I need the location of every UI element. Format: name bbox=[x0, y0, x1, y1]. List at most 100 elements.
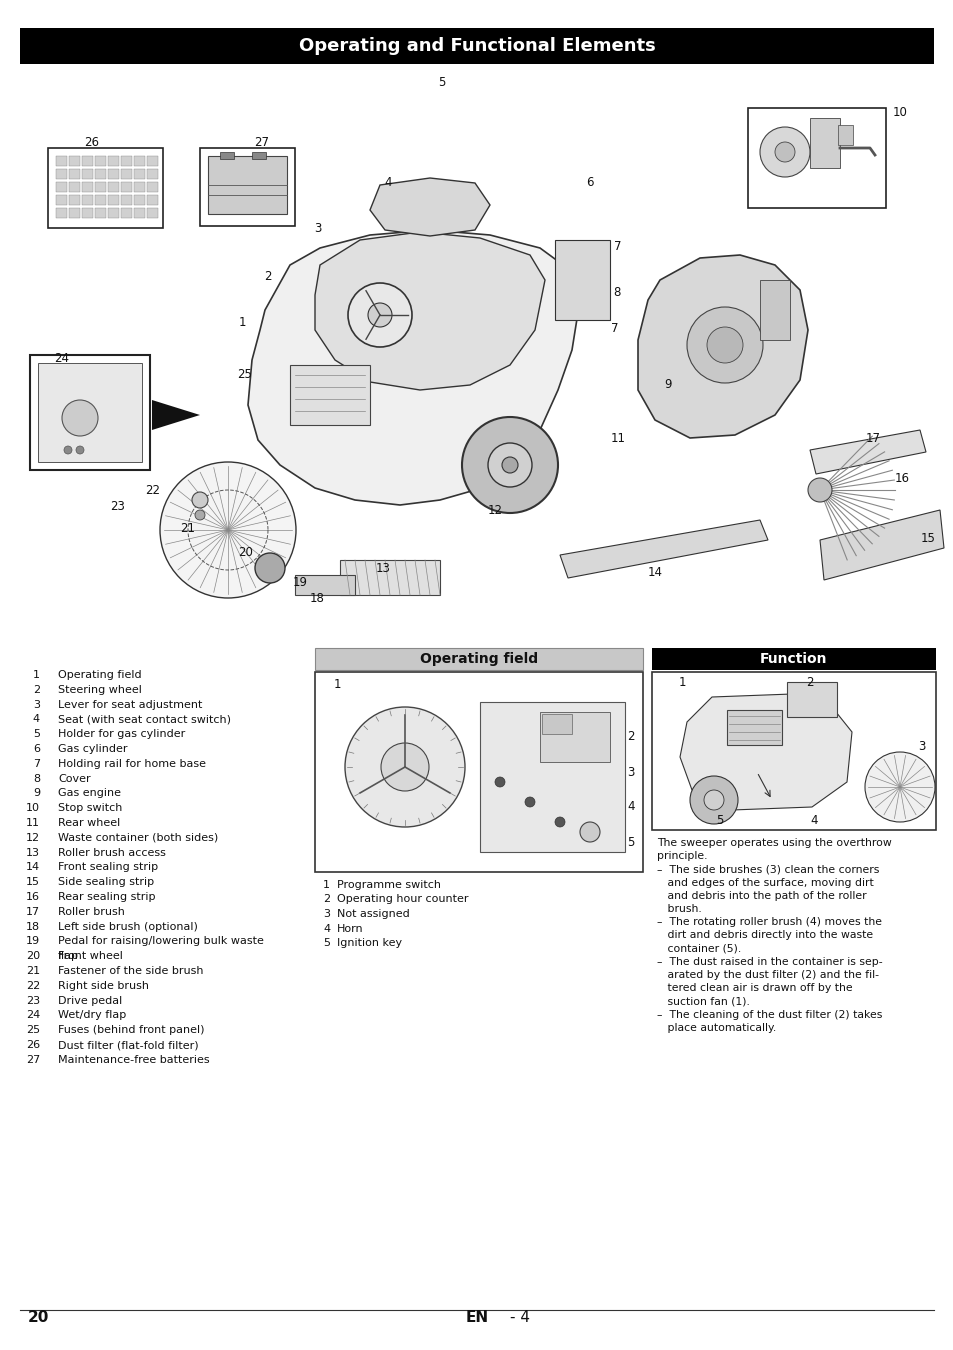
Text: 26: 26 bbox=[26, 1040, 40, 1050]
Bar bbox=[314, 672, 642, 872]
Text: Stop switch: Stop switch bbox=[58, 803, 122, 813]
Bar bbox=[555, 240, 609, 320]
Circle shape bbox=[555, 817, 564, 828]
Bar bbox=[133, 208, 145, 217]
Text: 12: 12 bbox=[26, 833, 40, 842]
Bar bbox=[133, 169, 145, 180]
Text: 12: 12 bbox=[487, 504, 502, 517]
Bar bbox=[147, 169, 158, 180]
Polygon shape bbox=[314, 232, 544, 390]
Text: 1: 1 bbox=[238, 316, 246, 328]
Circle shape bbox=[368, 302, 392, 327]
Bar bbox=[133, 194, 145, 205]
Bar bbox=[82, 194, 92, 205]
Text: Holder for gas cylinder: Holder for gas cylinder bbox=[58, 729, 185, 740]
Text: Side sealing strip: Side sealing strip bbox=[58, 878, 154, 887]
Circle shape bbox=[689, 776, 738, 823]
Text: and edges of the surface, moving dirt: and edges of the surface, moving dirt bbox=[657, 878, 873, 887]
Bar bbox=[69, 194, 80, 205]
Text: 26: 26 bbox=[85, 135, 99, 148]
Text: Ignition key: Ignition key bbox=[336, 938, 402, 948]
Text: 21: 21 bbox=[26, 967, 40, 976]
Text: Left side brush (optional): Left side brush (optional) bbox=[58, 922, 197, 931]
Text: Horn: Horn bbox=[336, 923, 363, 933]
Text: flap: flap bbox=[58, 952, 79, 961]
Text: 3: 3 bbox=[627, 765, 634, 779]
Bar bbox=[95, 169, 106, 180]
Text: 15: 15 bbox=[26, 878, 40, 887]
Text: Fastener of the side brush: Fastener of the side brush bbox=[58, 967, 203, 976]
Polygon shape bbox=[638, 255, 807, 437]
Text: 27: 27 bbox=[254, 136, 269, 150]
Bar bbox=[69, 157, 80, 166]
Circle shape bbox=[194, 510, 205, 520]
Text: 20: 20 bbox=[28, 1311, 50, 1326]
Text: 2: 2 bbox=[805, 675, 813, 688]
Polygon shape bbox=[679, 694, 851, 810]
Text: 20: 20 bbox=[26, 952, 40, 961]
Bar bbox=[48, 148, 163, 228]
Text: 9: 9 bbox=[32, 788, 40, 798]
Text: 17: 17 bbox=[26, 907, 40, 917]
Text: tered clean air is drawn off by the: tered clean air is drawn off by the bbox=[657, 983, 852, 994]
Text: 19: 19 bbox=[293, 576, 307, 590]
Text: 27: 27 bbox=[26, 1054, 40, 1065]
Circle shape bbox=[192, 491, 208, 508]
Text: 4: 4 bbox=[809, 814, 817, 826]
Text: Right side brush: Right side brush bbox=[58, 981, 149, 991]
Bar bbox=[147, 208, 158, 217]
Text: 4: 4 bbox=[384, 177, 392, 189]
Text: 2: 2 bbox=[32, 684, 40, 695]
Bar bbox=[220, 153, 233, 159]
Text: 3: 3 bbox=[314, 221, 321, 235]
Text: Lever for seat adjustment: Lever for seat adjustment bbox=[58, 699, 202, 710]
Text: 2: 2 bbox=[264, 270, 272, 282]
Text: - 4: - 4 bbox=[510, 1311, 530, 1326]
Text: Gas cylinder: Gas cylinder bbox=[58, 744, 128, 755]
Text: 17: 17 bbox=[864, 432, 880, 444]
Text: 24: 24 bbox=[54, 351, 70, 364]
Text: 24: 24 bbox=[26, 1010, 40, 1021]
Bar bbox=[108, 194, 119, 205]
Text: 1: 1 bbox=[33, 670, 40, 680]
Text: Seat (with seat contact switch): Seat (with seat contact switch) bbox=[58, 714, 231, 725]
Text: Operating hour counter: Operating hour counter bbox=[336, 895, 468, 905]
Text: brush.: brush. bbox=[657, 904, 701, 914]
Circle shape bbox=[345, 707, 464, 828]
Text: 23: 23 bbox=[111, 500, 125, 513]
Bar bbox=[82, 182, 92, 192]
Text: 5: 5 bbox=[437, 76, 445, 89]
Polygon shape bbox=[559, 520, 767, 578]
Circle shape bbox=[501, 458, 517, 472]
Text: suction fan (1).: suction fan (1). bbox=[657, 996, 749, 1006]
Text: Pedal for raising/lowering bulk waste: Pedal for raising/lowering bulk waste bbox=[58, 937, 264, 946]
Text: container (5).: container (5). bbox=[657, 944, 740, 953]
Circle shape bbox=[686, 306, 762, 383]
Text: Roller brush access: Roller brush access bbox=[58, 848, 166, 857]
Bar bbox=[108, 157, 119, 166]
Text: 5: 5 bbox=[323, 938, 330, 948]
Bar bbox=[56, 169, 67, 180]
Text: 16: 16 bbox=[26, 892, 40, 902]
Text: Front wheel: Front wheel bbox=[58, 952, 123, 961]
Text: 25: 25 bbox=[237, 369, 253, 382]
Text: Not assigned: Not assigned bbox=[336, 909, 410, 919]
Bar bbox=[95, 182, 106, 192]
Text: 20: 20 bbox=[238, 547, 253, 559]
Bar bbox=[539, 711, 609, 761]
Text: 3: 3 bbox=[918, 741, 924, 753]
Text: 4: 4 bbox=[626, 801, 634, 814]
Text: 1: 1 bbox=[323, 880, 330, 890]
Bar bbox=[56, 194, 67, 205]
Bar bbox=[69, 182, 80, 192]
Circle shape bbox=[488, 443, 532, 487]
Bar bbox=[56, 182, 67, 192]
Text: and debris into the path of the roller: and debris into the path of the roller bbox=[657, 891, 865, 900]
Circle shape bbox=[495, 778, 504, 787]
Bar bbox=[95, 194, 106, 205]
Polygon shape bbox=[820, 510, 943, 580]
Text: Operating field: Operating field bbox=[58, 670, 141, 680]
Circle shape bbox=[774, 142, 794, 162]
Bar bbox=[290, 364, 370, 425]
Text: 10: 10 bbox=[26, 803, 40, 813]
